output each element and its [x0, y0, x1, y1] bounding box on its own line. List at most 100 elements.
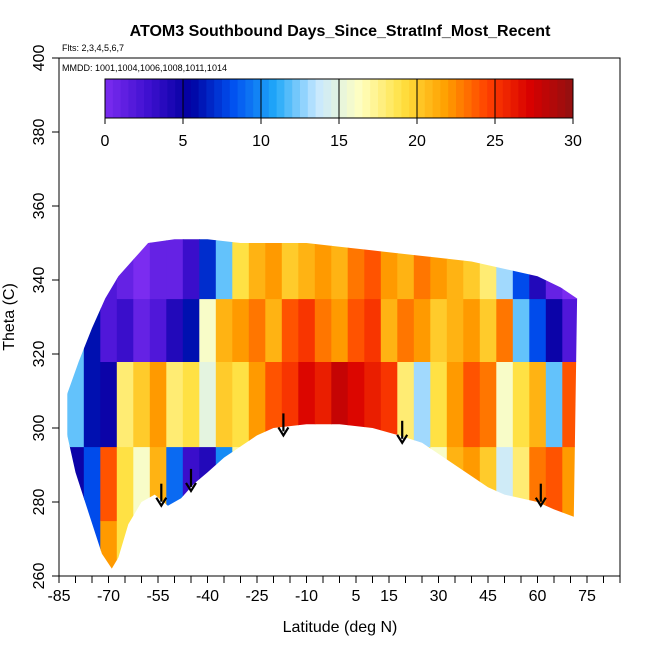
heatmap-cell: [347, 298, 365, 362]
heatmap-cell: [430, 361, 448, 448]
heatmap-cell: [298, 239, 316, 300]
heatmap-cell: [529, 298, 547, 362]
heatmap-cell: [314, 298, 332, 362]
colorbar-segment: [128, 79, 137, 118]
heatmap-cell: [100, 520, 118, 569]
colorbar-segment: [214, 79, 223, 118]
heatmap-cell: [199, 298, 217, 362]
heatmap-cell: [232, 361, 250, 448]
heatmap-cell: [364, 298, 382, 362]
colorbar-segment: [331, 79, 340, 118]
heatmap-cell: [215, 446, 233, 569]
heatmap-cell: [562, 298, 578, 362]
colorbar-segment: [463, 79, 473, 118]
y-tick-label: 320: [31, 341, 48, 368]
heatmap-cell: [100, 446, 118, 522]
heatmap-cell: [380, 239, 398, 300]
y-tick-label: 300: [31, 415, 48, 442]
heatmap-cell: [199, 361, 217, 448]
colorbar-segment: [315, 79, 324, 118]
heatmap-cell: [446, 298, 464, 362]
heatmap-cell: [248, 298, 266, 362]
colorbar-segment: [354, 79, 363, 118]
heatmap-cell: [248, 239, 266, 300]
x-tick-label: -25: [245, 588, 268, 605]
colorbar-tick-label: 10: [252, 133, 270, 150]
heatmap-cell: [83, 446, 101, 569]
heatmap-cell: [463, 361, 481, 448]
heatmap-cell: [116, 298, 134, 362]
colorbar-segment: [144, 79, 153, 118]
y-tick-label: 400: [31, 45, 48, 72]
colorbar-segment: [432, 79, 441, 118]
heatmap-cell: [133, 446, 151, 569]
colorbar-segment: [307, 79, 317, 118]
heatmap-cell: [479, 298, 497, 362]
colorbar: 0 5 10 15 20 25 30: [101, 78, 582, 150]
heatmap-cell: [347, 239, 365, 300]
heatmap-cell: [446, 361, 464, 448]
heatmap-cell: [83, 239, 101, 448]
heatmap-cell: [364, 361, 382, 448]
x-axis: -85 -70 -55 -40 -25 -10 5 15 30 45 60 75: [47, 576, 621, 605]
heatmap-cell: [149, 361, 167, 448]
x-tick-label: 30: [430, 588, 448, 605]
heatmap-cell: [182, 361, 200, 448]
heatmap-cell: [100, 361, 118, 448]
heatmap-cell: [512, 298, 530, 362]
colorbar-segment: [502, 79, 512, 118]
arrow-markers: [155, 413, 547, 508]
heatmap-cell: [149, 446, 167, 569]
x-tick-label: -55: [146, 588, 169, 605]
colorbar-segment: [268, 79, 278, 118]
heatmap-cell: [397, 298, 415, 362]
heatmap-cell: [314, 361, 332, 448]
colorbar-segment: [245, 79, 254, 118]
heatmap-cell: [529, 446, 547, 569]
colorbar-segment: [222, 79, 231, 118]
heatmap-cell: [265, 239, 283, 300]
y-axis-label: Theta (C): [1, 283, 18, 351]
colorbar-segment: [510, 79, 519, 118]
heatmap-cell: [215, 361, 233, 448]
heatmap-cell: [265, 361, 283, 448]
colorbar-segment: [526, 79, 535, 118]
heatmap-cell: [496, 446, 514, 569]
colorbar-segment: [448, 79, 457, 118]
dates-subtitle: MMDD: 1001,1004,1006,1008,1011,1014: [62, 63, 227, 73]
heatmap-cell: [67, 446, 85, 569]
y-tick-label: 360: [31, 193, 48, 220]
y-tick-label: 380: [31, 119, 48, 146]
heatmap-cell: [166, 446, 184, 569]
heatmap-cell: [298, 361, 316, 448]
heatmap-cell: [545, 446, 563, 569]
heatmap-cell: [199, 446, 217, 569]
heatmap-cell: [248, 361, 266, 448]
heatmap-cell: [397, 361, 415, 448]
colorbar-segment: [167, 79, 176, 118]
flights-subtitle: Flts: 2,3,4,5,6,7: [62, 43, 124, 53]
heatmap-cell: [413, 298, 431, 362]
colorbar-segment: [487, 79, 496, 118]
heatmap-cell: [496, 298, 514, 362]
heatmap-cell: [232, 446, 250, 569]
colorbar-segment: [534, 79, 543, 118]
heatmap-cell: [298, 298, 316, 362]
heatmap-cell: [347, 361, 365, 448]
heatmap-cell: [562, 361, 578, 448]
heatmap-cell: [430, 298, 448, 362]
colorbar-segment: [565, 79, 574, 118]
arrow-marker: [277, 413, 290, 438]
colorbar-segment: [300, 79, 309, 118]
heatmap-cell: [413, 446, 431, 569]
heatmap-cell: [182, 239, 200, 300]
colorbar-segment: [456, 79, 465, 118]
colorbar-segment: [541, 79, 551, 118]
colorbar-segment: [105, 79, 114, 118]
colorbar-tick-label: 5: [179, 133, 188, 150]
colorbar-segment: [175, 79, 184, 118]
colorbar-segment: [323, 79, 332, 118]
heatmap-cell: [479, 446, 497, 569]
heatmap-cell: [512, 446, 530, 569]
heatmap-cell: [248, 446, 266, 569]
